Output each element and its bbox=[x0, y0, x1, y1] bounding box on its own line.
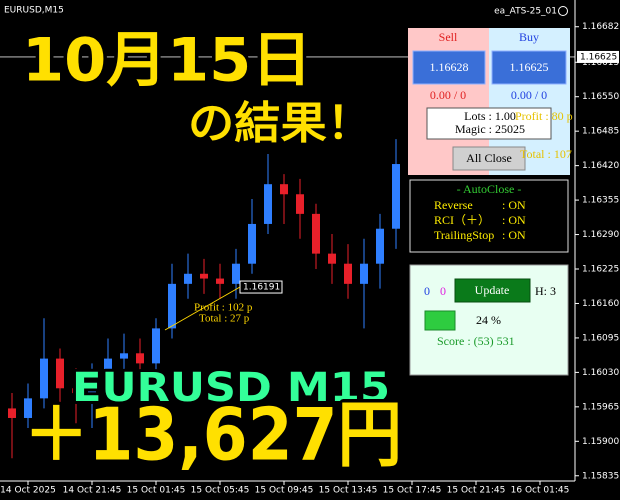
panel-total: Total : 107 bbox=[520, 147, 572, 161]
candle-body bbox=[232, 263, 240, 284]
candle-body bbox=[56, 358, 64, 389]
autoclose-title: - AutoClose - bbox=[457, 182, 522, 196]
sell-position: 0.00 / 0 bbox=[430, 88, 466, 102]
buy-button[interactable] bbox=[491, 50, 567, 85]
candle-body bbox=[40, 358, 48, 399]
current-price-box bbox=[577, 50, 619, 63]
trade-total: Total : 27 p bbox=[199, 313, 250, 325]
y-tick-label: 1.16160 bbox=[582, 299, 619, 309]
status-panel: 0 0 Update H: 3 24 % Score : (53) 531 bbox=[409, 264, 569, 376]
x-tick-label: 16 Oct 01:45 bbox=[511, 486, 570, 496]
x-tick-label: 14 Oct 2025 bbox=[0, 486, 56, 496]
candle-body bbox=[344, 263, 352, 284]
y-tick-label: 1.15900 bbox=[582, 437, 619, 447]
y-tick-label: 1.15835 bbox=[582, 471, 619, 481]
progress-box bbox=[424, 310, 456, 331]
update-button[interactable] bbox=[454, 278, 531, 303]
y-tick-label: 1.16420 bbox=[582, 161, 619, 171]
trade-panel: Sell Buy 1.16628 1.16625 0.00 / 0 0.00 /… bbox=[408, 28, 573, 175]
candle-body bbox=[360, 263, 368, 284]
candle-body bbox=[72, 388, 80, 394]
buy-position: 0.00 / 0 bbox=[511, 88, 547, 102]
x-tick-label: 15 Oct 05:45 bbox=[191, 486, 250, 496]
candle-body bbox=[152, 328, 160, 364]
autoclose-key: Reverse bbox=[434, 198, 473, 212]
sell-label: Sell bbox=[439, 30, 458, 44]
autoclose-key: TrailingStop bbox=[434, 228, 494, 242]
candle-body bbox=[376, 228, 384, 264]
candle-body bbox=[8, 408, 16, 418]
candle-body bbox=[392, 164, 400, 229]
x-tick-label: 15 Oct 01:45 bbox=[127, 486, 186, 496]
lots: Lots : 1.00 bbox=[464, 109, 516, 123]
candle-body bbox=[312, 213, 320, 254]
y-tick-label: 1.16355 bbox=[582, 196, 619, 206]
panel-profit: Profit : 80 p bbox=[515, 109, 573, 123]
x-tick-label: 15 Oct 17:45 bbox=[383, 486, 442, 496]
overlay-date: 10月15日 bbox=[22, 26, 312, 96]
autoclose-value: : ON bbox=[502, 213, 526, 227]
score: Score : (53) 531 bbox=[437, 334, 515, 348]
autoclose-key: RCI（＋） bbox=[434, 213, 490, 227]
candle-body bbox=[328, 253, 336, 264]
ea-icon bbox=[558, 6, 568, 16]
candle-body bbox=[280, 184, 288, 195]
current-price-label: 1.16625 bbox=[580, 52, 617, 62]
x-tick-label: 15 Oct 21:45 bbox=[447, 486, 506, 496]
trade-price-label: 1.16191 bbox=[243, 283, 280, 293]
candle-body bbox=[104, 358, 112, 384]
candle-body bbox=[184, 273, 192, 284]
y-tick-label: 1.16682 bbox=[582, 22, 619, 32]
y-tick-label: 1.16485 bbox=[582, 127, 619, 137]
candle-body bbox=[200, 273, 208, 279]
overlay-pair: EURUSD M15 bbox=[72, 365, 390, 411]
count-a: 0 bbox=[424, 284, 430, 298]
all-close-button[interactable] bbox=[452, 146, 526, 171]
trade-line bbox=[164, 286, 241, 331]
ea-name: ea_ATS-25_01 bbox=[494, 7, 557, 17]
buy-label: Buy bbox=[519, 30, 539, 44]
candle-body bbox=[168, 283, 176, 329]
autoclose-box bbox=[409, 179, 569, 253]
candle-body bbox=[120, 353, 128, 359]
overlay-profit: ＋13,627円 bbox=[24, 393, 402, 477]
y-tick-label: 1.16095 bbox=[582, 333, 619, 343]
sell-price: 1.16628 bbox=[430, 60, 469, 74]
autoclose-value: : ON bbox=[502, 198, 526, 212]
y-tick-label: 1.16225 bbox=[582, 265, 619, 275]
candle-body bbox=[88, 383, 96, 394]
x-tick-label: 15 Oct 13:45 bbox=[319, 486, 378, 496]
y-tick-label: 1.16030 bbox=[582, 368, 619, 378]
magic: Magic : 25025 bbox=[455, 122, 525, 136]
buy-price: 1.16625 bbox=[510, 60, 549, 74]
overlay-result: の結果！ bbox=[188, 98, 373, 149]
h-value: H: 3 bbox=[535, 284, 556, 298]
overlay: 10月15日 の結果！ EURUSD M15 ＋13,627円 bbox=[19, 22, 406, 480]
update-label: Update bbox=[475, 283, 510, 297]
autoclose-value: : ON bbox=[502, 228, 526, 242]
symbol-title: EURUSD,M15 bbox=[4, 6, 64, 16]
y-tick-label: 1.16290 bbox=[582, 230, 619, 240]
all-close-label: All Close bbox=[466, 151, 512, 165]
x-tick-label: 15 Oct 09:45 bbox=[255, 486, 314, 496]
sell-button[interactable] bbox=[412, 50, 486, 85]
candle-body bbox=[216, 278, 224, 284]
info-box bbox=[426, 107, 552, 140]
candle-body bbox=[296, 194, 304, 214]
y-tick-label: 1.15965 bbox=[582, 402, 619, 412]
percent: 24 % bbox=[476, 313, 501, 327]
y-tick-label: 1.16550 bbox=[582, 92, 619, 102]
count-b: 0 bbox=[440, 284, 446, 298]
candle-body bbox=[136, 353, 144, 364]
candle-body bbox=[248, 223, 256, 264]
autoclose-panel: - AutoClose - Reverse : ON RCI（＋） : ON T… bbox=[409, 179, 569, 253]
x-tick-label: 14 Oct 21:45 bbox=[63, 486, 122, 496]
candle-body bbox=[24, 398, 32, 418]
candle-body bbox=[264, 184, 272, 224]
